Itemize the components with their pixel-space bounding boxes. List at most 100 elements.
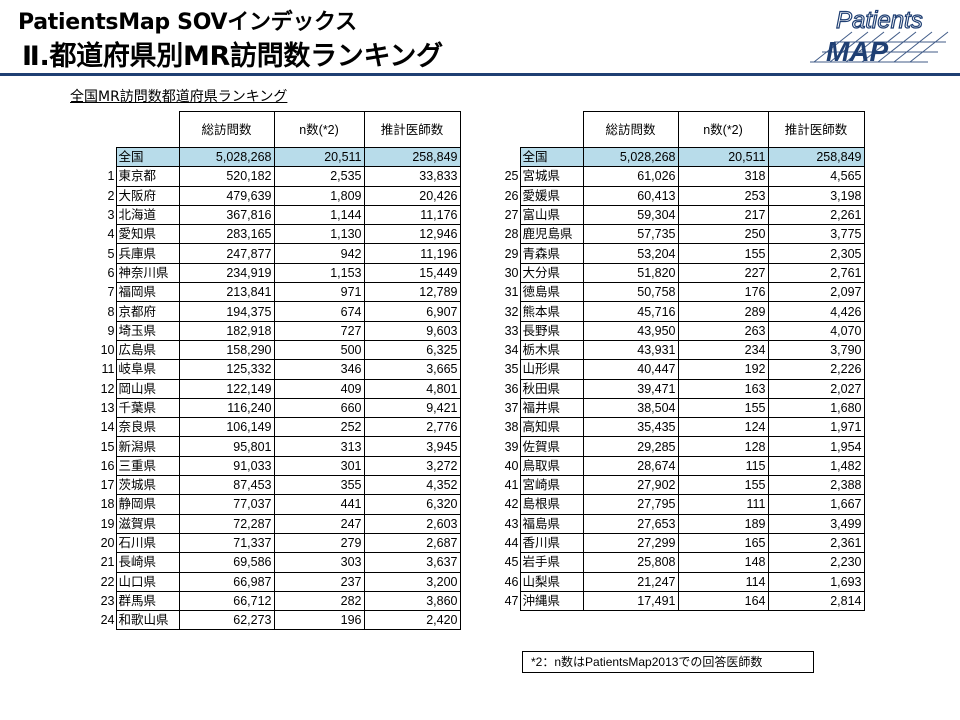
visits-cell: 35,435 bbox=[582, 417, 679, 438]
table-row: 10 広島県 158,290 500 6,325 bbox=[94, 339, 461, 361]
doctors-cell: 3,637 bbox=[363, 552, 461, 573]
rank-cell: 21 bbox=[100, 555, 115, 570]
doctors-cell: 2,230 bbox=[767, 552, 865, 573]
prefecture-name-cell: 香川県 bbox=[519, 532, 584, 554]
n-cell: 660 bbox=[273, 397, 365, 419]
rank-cell: 14 bbox=[100, 420, 115, 435]
prefecture-name-cell: 島根県 bbox=[519, 494, 584, 515]
rank-cell: 44 bbox=[504, 536, 519, 551]
logo-text-bottom: MAP bbox=[826, 36, 889, 66]
table-row: 11 岐阜県 125,332 346 3,665 bbox=[94, 359, 461, 380]
doctors-cell: 258,849 bbox=[767, 146, 865, 168]
visits-cell: 21,247 bbox=[582, 571, 679, 592]
header-spacer bbox=[498, 112, 520, 148]
table-row: 26 愛媛県 60,413 253 3,198 bbox=[498, 185, 865, 206]
prefecture-name-cell: 神奈川県 bbox=[115, 262, 180, 284]
header-n: n数(*2) bbox=[677, 111, 769, 148]
prefecture-name-cell: 全国 bbox=[115, 146, 180, 168]
table-row: 35 山形県 40,447 192 2,226 bbox=[498, 359, 865, 380]
visits-cell: 72,287 bbox=[178, 513, 275, 534]
prefecture-name-cell: 岐阜県 bbox=[115, 359, 180, 380]
n-cell: 20,511 bbox=[677, 146, 769, 168]
header-row: 総訪問数 n数(*2) 推計医師数 bbox=[498, 111, 865, 148]
rank-cell: 22 bbox=[100, 574, 115, 589]
table-row: 12 岡山県 122,149 409 4,801 bbox=[94, 378, 461, 399]
table-row: 17 茨城県 87,453 355 4,352 bbox=[94, 475, 461, 496]
rank-cell: 29 bbox=[504, 246, 519, 261]
doctors-cell: 20,426 bbox=[363, 185, 461, 206]
visits-cell: 213,841 bbox=[178, 282, 275, 303]
table-row: 45 岩手県 25,808 148 2,230 bbox=[498, 552, 865, 573]
n-cell: 346 bbox=[273, 359, 365, 380]
n-cell: 155 bbox=[677, 397, 769, 419]
header-row: 総訪問数 n数(*2) 推計医師数 bbox=[94, 111, 461, 148]
n-cell: 1,130 bbox=[273, 224, 365, 245]
prefecture-name-cell: 富山県 bbox=[519, 204, 584, 226]
table-row: 18 静岡県 77,037 441 6,320 bbox=[94, 494, 461, 515]
visits-cell: 367,816 bbox=[178, 204, 275, 226]
prefecture-name-cell: 群馬県 bbox=[115, 590, 180, 612]
visits-cell: 71,337 bbox=[178, 532, 275, 554]
table-row: 7 福岡県 213,841 971 12,789 bbox=[94, 282, 461, 303]
visits-cell: 182,918 bbox=[178, 320, 275, 341]
page-title-line2: Ⅱ.都道府県別MR訪問数ランキング bbox=[22, 41, 443, 72]
doctors-cell: 2,027 bbox=[767, 378, 865, 399]
prefecture-name-cell: 山梨県 bbox=[519, 571, 584, 592]
rank-cell: 46 bbox=[504, 574, 519, 589]
prefecture-name-cell: 宮崎県 bbox=[519, 475, 584, 496]
rank-cell: 18 bbox=[100, 497, 115, 512]
rank-cell: 43 bbox=[504, 516, 519, 531]
visits-cell: 39,471 bbox=[582, 378, 679, 399]
n-cell: 303 bbox=[273, 552, 365, 573]
table-row: 47 沖縄県 17,491 164 2,814 bbox=[498, 590, 865, 612]
doctors-cell: 1,482 bbox=[767, 455, 865, 477]
doctors-cell: 3,945 bbox=[363, 436, 461, 457]
doctors-cell: 3,790 bbox=[767, 339, 865, 361]
doctors-cell: 2,814 bbox=[767, 590, 865, 612]
prefecture-name-cell: 北海道 bbox=[115, 204, 180, 226]
visits-cell: 17,491 bbox=[582, 590, 679, 612]
visits-cell: 283,165 bbox=[178, 224, 275, 245]
prefecture-name-cell: 岡山県 bbox=[115, 378, 180, 399]
visits-cell: 53,204 bbox=[582, 243, 679, 264]
prefecture-name-cell: 鳥取県 bbox=[519, 455, 584, 477]
doctors-cell: 3,200 bbox=[363, 571, 461, 592]
table-row: 41 宮崎県 27,902 155 2,388 bbox=[498, 475, 865, 496]
rank-cell: 6 bbox=[107, 265, 115, 280]
rank-cell: 4 bbox=[107, 227, 115, 242]
rank-cell: 31 bbox=[504, 285, 519, 300]
table-row: 20 石川県 71,337 279 2,687 bbox=[94, 532, 461, 554]
table-row: 28 鹿児島県 57,735 250 3,775 bbox=[498, 224, 865, 245]
prefecture-name-cell: 徳島県 bbox=[519, 282, 584, 303]
visits-cell: 60,413 bbox=[582, 185, 679, 206]
doctors-cell: 3,860 bbox=[363, 590, 461, 612]
visits-cell: 479,639 bbox=[178, 185, 275, 206]
visits-cell: 62,273 bbox=[178, 610, 275, 631]
visits-cell: 66,987 bbox=[178, 571, 275, 592]
doctors-cell: 2,388 bbox=[767, 475, 865, 496]
table-row: 42 島根県 27,795 111 1,667 bbox=[498, 494, 865, 515]
rank-cell: 30 bbox=[504, 265, 519, 280]
prefecture-name-cell: 奈良県 bbox=[115, 417, 180, 438]
n-cell: 247 bbox=[273, 513, 365, 534]
table-row: 43 福島県 27,653 189 3,499 bbox=[498, 513, 865, 534]
doctors-cell: 2,761 bbox=[767, 262, 865, 284]
visits-cell: 77,037 bbox=[178, 494, 275, 515]
table-row: 3 北海道 367,816 1,144 11,176 bbox=[94, 204, 461, 226]
n-cell: 355 bbox=[273, 475, 365, 496]
prefecture-name-cell: 茨城県 bbox=[115, 475, 180, 496]
rank-cell: 41 bbox=[504, 478, 519, 493]
n-cell: 301 bbox=[273, 455, 365, 477]
n-cell: 263 bbox=[677, 320, 769, 341]
visits-cell: 38,504 bbox=[582, 397, 679, 419]
table-row: 14 奈良県 106,149 252 2,776 bbox=[94, 417, 461, 438]
prefecture-name-cell: 青森県 bbox=[519, 243, 584, 264]
header-visits: 総訪問数 bbox=[178, 111, 275, 148]
doctors-cell: 12,946 bbox=[363, 224, 461, 245]
rank-cell: 40 bbox=[504, 458, 519, 473]
rank-cell: 47 bbox=[504, 593, 519, 608]
prefecture-name-cell: 埼玉県 bbox=[115, 320, 180, 341]
table-row: 23 群馬県 66,712 282 3,860 bbox=[94, 590, 461, 612]
prefecture-name-cell: 三重県 bbox=[115, 455, 180, 477]
visits-cell: 27,299 bbox=[582, 532, 679, 554]
